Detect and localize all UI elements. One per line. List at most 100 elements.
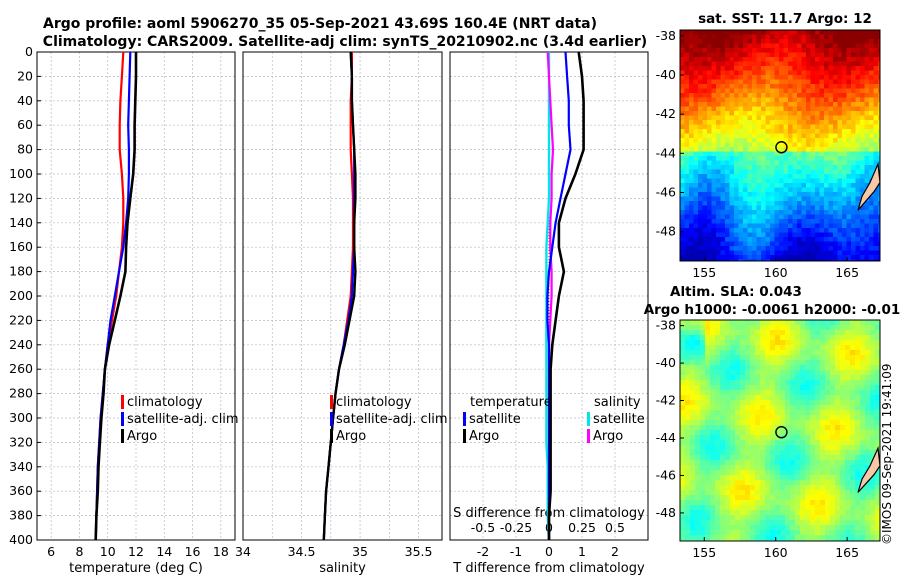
heatmap-cell	[837, 201, 843, 207]
heatmap-cell	[830, 425, 836, 431]
heatmap-cell	[725, 79, 731, 85]
heatmap-cell	[765, 460, 771, 466]
heatmap-cell	[775, 355, 781, 361]
heatmap-cell	[698, 138, 704, 144]
heatmap-cell	[819, 201, 825, 207]
heatmap-cell	[819, 241, 825, 247]
heatmap-cell	[800, 445, 806, 451]
heatmap-cell	[705, 330, 711, 336]
heatmap-cell	[720, 246, 726, 252]
heatmap-cell	[725, 214, 731, 220]
heatmap-cell	[745, 380, 751, 386]
heatmap-cell	[779, 124, 785, 130]
heatmap-cell	[752, 93, 758, 99]
heatmap-cell	[873, 129, 879, 135]
heatmap-cell	[707, 228, 713, 234]
heatmap-cell	[774, 52, 780, 58]
heatmap-cell	[752, 61, 758, 67]
heatmap-cell	[707, 79, 713, 85]
heatmap-cell	[735, 385, 741, 391]
heatmap-cell	[698, 84, 704, 90]
heatmap-cell	[720, 223, 726, 229]
heatmap-cell	[765, 196, 771, 202]
heatmap-cell	[845, 535, 851, 541]
heatmap-cell	[790, 395, 796, 401]
heatmap-cell	[700, 345, 706, 351]
heatmap-cell	[743, 97, 749, 103]
heatmap-cell	[747, 124, 753, 130]
heatmap-cell	[788, 169, 794, 175]
heatmap-cell	[752, 210, 758, 216]
heatmap-cell	[810, 151, 816, 157]
heatmap-cell	[860, 151, 866, 157]
copyright-label: ©IMOS 09-Sep-2021 19:41:09	[880, 363, 894, 545]
heatmap-cell	[840, 405, 846, 411]
heatmap-cell	[747, 39, 753, 45]
heatmap-cell	[792, 147, 798, 153]
heatmap-cell	[698, 174, 704, 180]
heatmap-cell	[707, 43, 713, 49]
heatmap-cell	[779, 48, 785, 54]
heatmap-cell	[855, 214, 861, 220]
heatmap-cell	[750, 495, 756, 501]
heatmap-cell	[743, 255, 749, 261]
heatmap-cell	[710, 520, 716, 526]
heatmap-cell	[756, 156, 762, 162]
heatmap-cell	[734, 61, 740, 67]
heatmap-cell	[851, 214, 857, 220]
heatmap-cell	[833, 201, 839, 207]
heatmap-cell	[825, 335, 831, 341]
salinity-panel: 34 34.5 35 35.5salinityclimatologysatellite…	[235, 51, 448, 576]
heatmap-cell	[689, 70, 695, 76]
heatmap-cell	[734, 160, 740, 166]
heatmap-cell	[788, 48, 794, 54]
heatmap-cell	[824, 138, 830, 144]
heatmap-cell	[720, 75, 726, 81]
heatmap-cell	[711, 223, 717, 229]
heatmap-cell	[797, 205, 803, 211]
heatmap-cell	[747, 120, 753, 126]
heatmap-cell	[698, 237, 704, 243]
heatmap-cell	[711, 142, 717, 148]
heatmap-cell	[845, 425, 851, 431]
heatmap-cell	[828, 93, 834, 99]
heatmap-cell	[689, 147, 695, 153]
heatmap-cell	[716, 160, 722, 166]
heatmap-cell	[828, 228, 834, 234]
heatmap-cell	[715, 425, 721, 431]
heatmap-cell	[865, 485, 871, 491]
heatmap-cell	[846, 165, 852, 171]
heatmap-cell	[752, 88, 758, 94]
heatmap-cell	[805, 510, 811, 516]
heatmap-cell	[770, 259, 776, 261]
heatmap-cell	[765, 365, 771, 371]
heatmap-cell	[720, 440, 726, 446]
heatmap-cell	[851, 142, 857, 148]
heatmap-cell	[684, 232, 690, 238]
heatmap-cell	[720, 345, 726, 351]
heatmap-cell	[725, 375, 731, 381]
heatmap-cell	[702, 106, 708, 112]
heatmap-cell	[800, 455, 806, 461]
heatmap-cell	[797, 30, 803, 36]
heatmap-cell	[788, 259, 794, 261]
heatmap-cell	[837, 147, 843, 153]
heatmap-cell	[765, 241, 771, 247]
heatmap-cell	[730, 425, 736, 431]
y-tick-label: 320	[9, 434, 33, 449]
heatmap-cell	[865, 340, 871, 346]
heatmap-cell	[711, 61, 717, 67]
heatmap-cell	[865, 405, 871, 411]
heatmap-cell	[840, 520, 846, 526]
heatmap-cell	[730, 475, 736, 481]
heatmap-cell	[698, 187, 704, 193]
heatmap-cell	[735, 325, 741, 331]
heatmap-cell	[774, 165, 780, 171]
heatmap-cell	[729, 192, 735, 198]
heatmap-cell	[864, 75, 870, 81]
heatmap-cell	[775, 480, 781, 486]
heatmap-cell	[835, 360, 841, 366]
heatmap-cell	[873, 147, 879, 153]
heatmap-cell	[805, 445, 811, 451]
